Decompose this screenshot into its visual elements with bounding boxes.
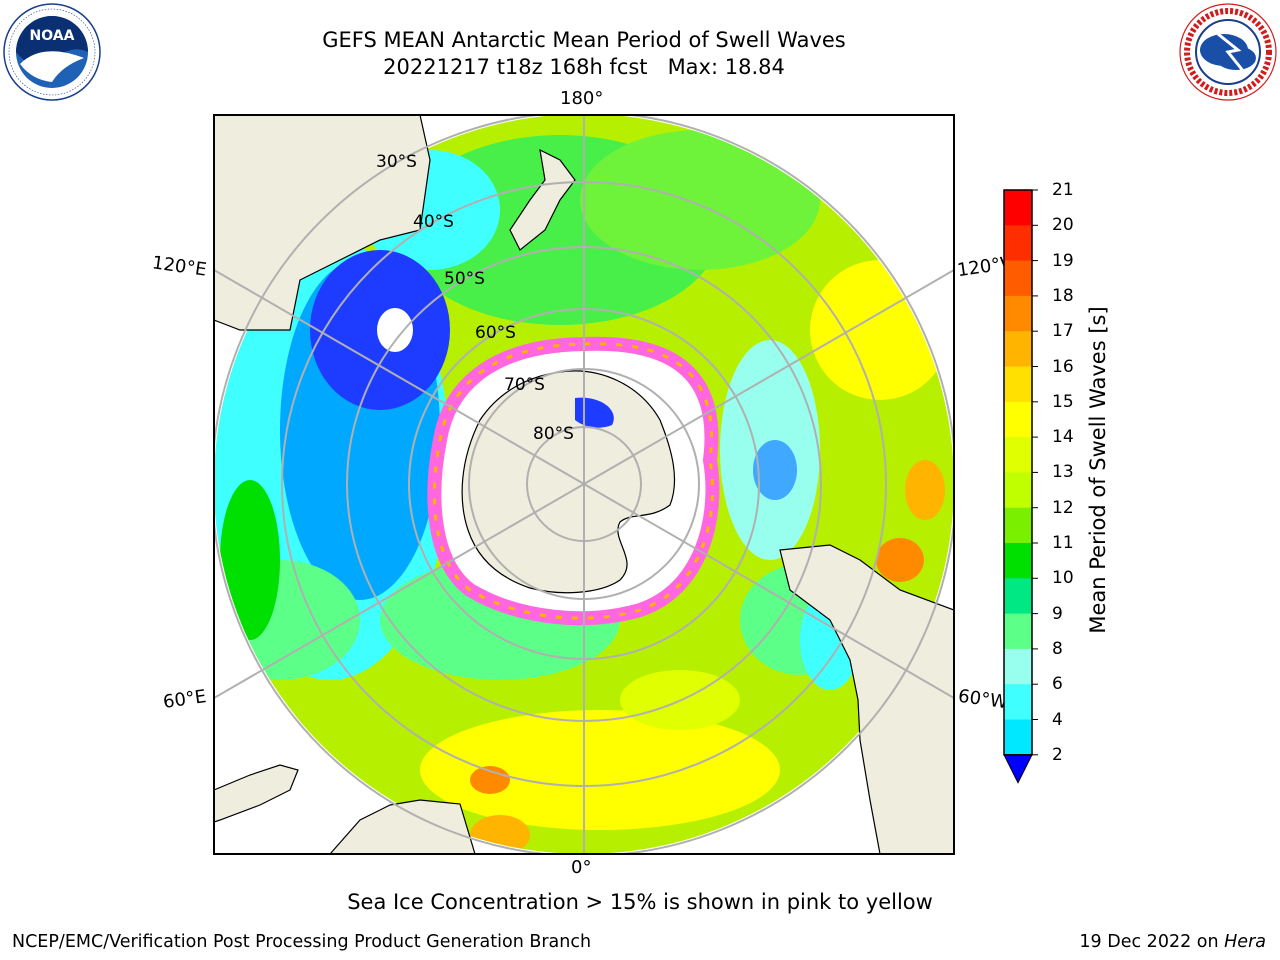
colorbar-tick-label: 17	[1052, 321, 1074, 342]
antarctica	[461, 370, 676, 594]
colorbar-tick-label: 2	[1052, 744, 1063, 765]
lon-label-180: 180°	[560, 88, 604, 109]
lat-label-30s: 30°S	[376, 152, 417, 172]
lat-label-70s: 70°S	[504, 375, 545, 395]
colorbar-segment	[1004, 295, 1032, 332]
colorbar-segment	[1004, 472, 1032, 509]
colorbar-tick-label: 11	[1052, 533, 1074, 553]
date-text: 19 Dec 2022 on	[1079, 932, 1225, 952]
colorbar-tick-label: 15	[1052, 391, 1074, 412]
colorbar-segment	[1004, 437, 1032, 473]
colorbar-segment	[1004, 401, 1032, 438]
colorbar-segment	[1004, 613, 1032, 650]
colorbar-segment	[1004, 543, 1032, 579]
colorbar-segment	[1004, 578, 1032, 615]
colorbar-tick-label: 8	[1052, 638, 1063, 659]
noaa-logo: NOAA	[3, 3, 101, 101]
svg-text:NOAA: NOAA	[30, 28, 75, 44]
colorbar-segment	[1004, 648, 1032, 685]
colorbar-tick-label: 12	[1052, 497, 1074, 518]
lat-label-60s: 60°S	[475, 323, 516, 343]
sea-ice-note: Sea Ice Concentration > 15% is shown in …	[347, 890, 933, 914]
africa	[329, 799, 476, 854]
map-frame	[213, 114, 955, 855]
colorbar-segment	[1004, 719, 1032, 756]
colorbar-tick-label: 10	[1052, 568, 1074, 589]
colorbar-segment	[1004, 366, 1032, 403]
colorbar-segment	[1004, 331, 1032, 367]
host-name: Hera	[1224, 932, 1266, 952]
colorbar-label: Mean Period of Swell Waves [s]	[1086, 306, 1110, 634]
lon-label-0: 0°	[571, 857, 592, 878]
lat-label-50s: 50°S	[444, 269, 485, 289]
colorbar-segment	[1004, 507, 1032, 544]
chart-title: GEFS MEAN Antarctic Mean Period of Swell…	[322, 28, 846, 52]
colorbar-segment	[1004, 190, 1032, 226]
colorbar-tick-label: 9	[1052, 603, 1063, 624]
nws-logo	[1179, 3, 1277, 101]
colorbar	[1003, 189, 1038, 784]
colorbar-tick-label: 14	[1052, 427, 1074, 448]
chart-subtitle: 20221217 t18z 168h fcst Max: 18.84	[383, 55, 785, 79]
colorbar-tick-label: 13	[1052, 462, 1074, 483]
new-zealand	[509, 148, 576, 251]
colorbar-segment	[1004, 225, 1032, 262]
colorbar-underflow-arrow	[1003, 754, 1033, 784]
colorbar-tick-label: 4	[1052, 709, 1063, 730]
colorbar-segment	[1004, 260, 1032, 297]
credit-line: NCEP/EMC/Verification Post Processing Pr…	[12, 932, 592, 952]
lat-label-40s: 40°S	[413, 212, 454, 232]
colorbar-tick-label: 20	[1052, 215, 1074, 236]
colorbar-tick-label: 6	[1052, 674, 1063, 695]
south-america	[779, 544, 954, 854]
madagascar	[214, 764, 299, 823]
date-line: 19 Dec 2022 on Hera	[1079, 932, 1266, 952]
colorbar-tick-label: 16	[1052, 356, 1074, 377]
colorbar-tick-label: 21	[1052, 180, 1074, 200]
lat-label-80s: 80°S	[533, 424, 574, 444]
colorbar-segment	[1004, 684, 1032, 720]
longitude-grid	[214, 115, 954, 854]
colorbar-tick-label: 18	[1052, 285, 1074, 306]
australia	[214, 115, 431, 331]
colorbar-tick-label: 19	[1052, 250, 1074, 271]
